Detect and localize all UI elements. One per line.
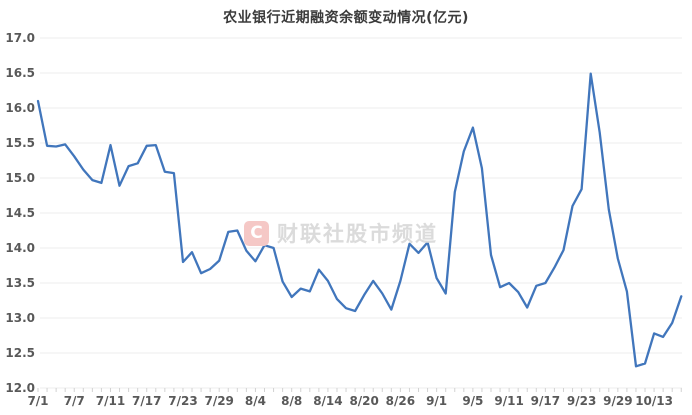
x-axis-label: 9/23 — [567, 394, 596, 408]
financing-balance-line — [36, 72, 683, 368]
x-axis-label: 8/8 — [281, 394, 302, 408]
x-axis-label: 7/7 — [64, 394, 85, 408]
x-axis-label: 9/29 — [603, 394, 632, 408]
chart-title: 农业银行近期融资余额变动情况(亿元) — [223, 10, 469, 26]
y-axis-label: 17.0 — [5, 31, 35, 45]
x-axis-label: 7/1 — [27, 394, 48, 408]
x-axis-label: 7/11 — [96, 394, 125, 408]
x-axis-label: 7/17 — [132, 394, 161, 408]
y-axis-label: 15.5 — [5, 136, 35, 150]
y-axis-label: 13.0 — [5, 311, 35, 325]
x-axis-label: 9/5 — [462, 394, 483, 408]
y-axis-label: 15.0 — [5, 171, 35, 185]
x-axis-label: 9/11 — [494, 394, 523, 408]
x-axis-label: 8/14 — [313, 394, 342, 408]
y-axis-label: 12.5 — [5, 346, 35, 360]
y-axis-label: 14.0 — [5, 241, 35, 255]
x-axis-label: 8/26 — [386, 394, 415, 408]
x-axis-label: 9/17 — [531, 394, 560, 408]
x-axis-label: 10/13 — [635, 394, 673, 408]
y-axis-label: 12.0 — [5, 381, 35, 395]
x-axis-label: 9/1 — [426, 394, 447, 408]
y-axis-label: 14.5 — [5, 206, 35, 220]
x-axis-label: 8/20 — [349, 394, 378, 408]
y-axis-label: 16.5 — [5, 66, 35, 80]
y-axis-label: 16.0 — [5, 101, 35, 115]
x-axis-label: 8/4 — [245, 394, 266, 408]
x-axis-label: 7/23 — [168, 394, 197, 408]
y-axis-label: 13.5 — [5, 276, 35, 290]
x-axis-label: 7/29 — [204, 394, 233, 408]
